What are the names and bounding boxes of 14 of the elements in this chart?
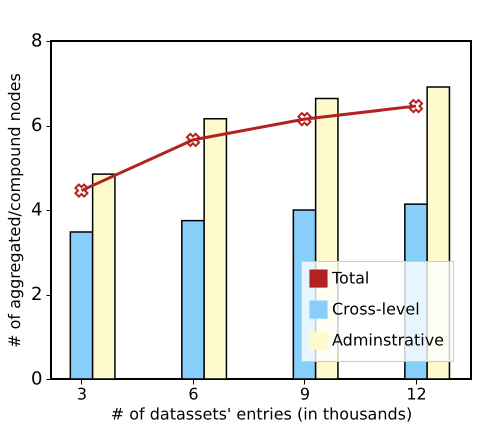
y-tick-label: 6 <box>31 115 42 136</box>
x-tick-label: 6 <box>188 384 199 404</box>
x-axis-title: # of datassets' entries (in thousands) <box>110 404 412 424</box>
y-axis-title: # of aggregated/compound nodes <box>5 73 24 348</box>
y-tick-label: 0 <box>31 368 42 390</box>
y-tick-label: 8 <box>31 30 42 52</box>
x-tick-label: 9 <box>300 384 310 404</box>
x-tick-label: 3 <box>76 384 88 404</box>
y-tick-label: 4 <box>31 200 42 220</box>
y-tick-label: 2 <box>31 284 42 305</box>
x-tick-label: 12 <box>406 384 427 404</box>
legend-label: Adminstrative <box>332 330 444 350</box>
legend-label: Total <box>331 268 370 288</box>
legend-label: Cross-level <box>332 300 420 318</box>
